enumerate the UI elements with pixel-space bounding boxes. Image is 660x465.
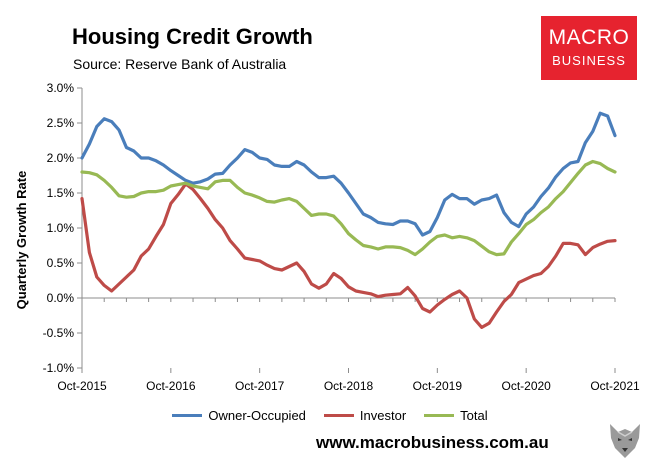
y-tick-label: 1.5% (47, 186, 75, 200)
x-tick-label: Oct-2018 (324, 379, 374, 393)
wolf-logo-icon (610, 424, 640, 458)
chart-title: Housing Credit Growth (72, 24, 313, 49)
x-tick-label: Oct-2021 (590, 379, 640, 393)
x-tick-label: Oct-2017 (235, 379, 285, 393)
logo-text-macro: MACRO (548, 26, 630, 49)
y-tick-label: 0.0% (47, 291, 75, 305)
macrobusiness-logo: MACRO BUSINESS (541, 16, 637, 80)
legend-swatch-owner-occupied (172, 414, 203, 417)
y-tick-label: 0.5% (47, 256, 75, 270)
series-line-investor (80, 182, 617, 329)
y-tick-label: 2.0% (47, 151, 75, 165)
x-tick-label: Oct-2015 (57, 379, 107, 393)
y-tick-label: 3.0% (47, 81, 75, 95)
x-tick-label: Oct-2019 (413, 379, 463, 393)
series-line-owner-occupied (80, 111, 617, 237)
y-tick-label: -0.5% (43, 326, 75, 340)
line-chart: -1.0% -0.5% 0.0% 0.5% 1.0% 1.5% 2.0% 2.5% 3.0% Oc… (43, 81, 640, 393)
legend-swatch-investor (323, 414, 354, 417)
legend-label-investor: Investor (359, 408, 407, 423)
y-tick-label: 1.0% (47, 221, 75, 235)
y-tick-label: -1.0% (43, 361, 75, 375)
legend-item-owner-occupied: Owner-Occupied (172, 408, 306, 423)
y-tick-label: 2.5% (47, 116, 75, 130)
footer-url: www.macrobusiness.com.au (316, 433, 549, 452)
x-tick-label: Oct-2016 (146, 379, 196, 393)
legend-label-total: Total (460, 408, 488, 423)
legend-label-owner-occupied: Owner-Occupied (208, 408, 306, 423)
chart-legend: Owner-Occupied Investor Total (0, 408, 660, 423)
series-line-total (80, 159, 617, 257)
legend-swatch-total (424, 414, 455, 417)
x-tick-label: Oct-2020 (501, 379, 551, 393)
legend-item-total: Total (424, 408, 488, 423)
legend-item-investor: Investor (323, 408, 407, 423)
chart-source: Source: Reserve Bank of Australia (73, 56, 287, 72)
logo-text-business: BUSINESS (552, 53, 626, 68)
